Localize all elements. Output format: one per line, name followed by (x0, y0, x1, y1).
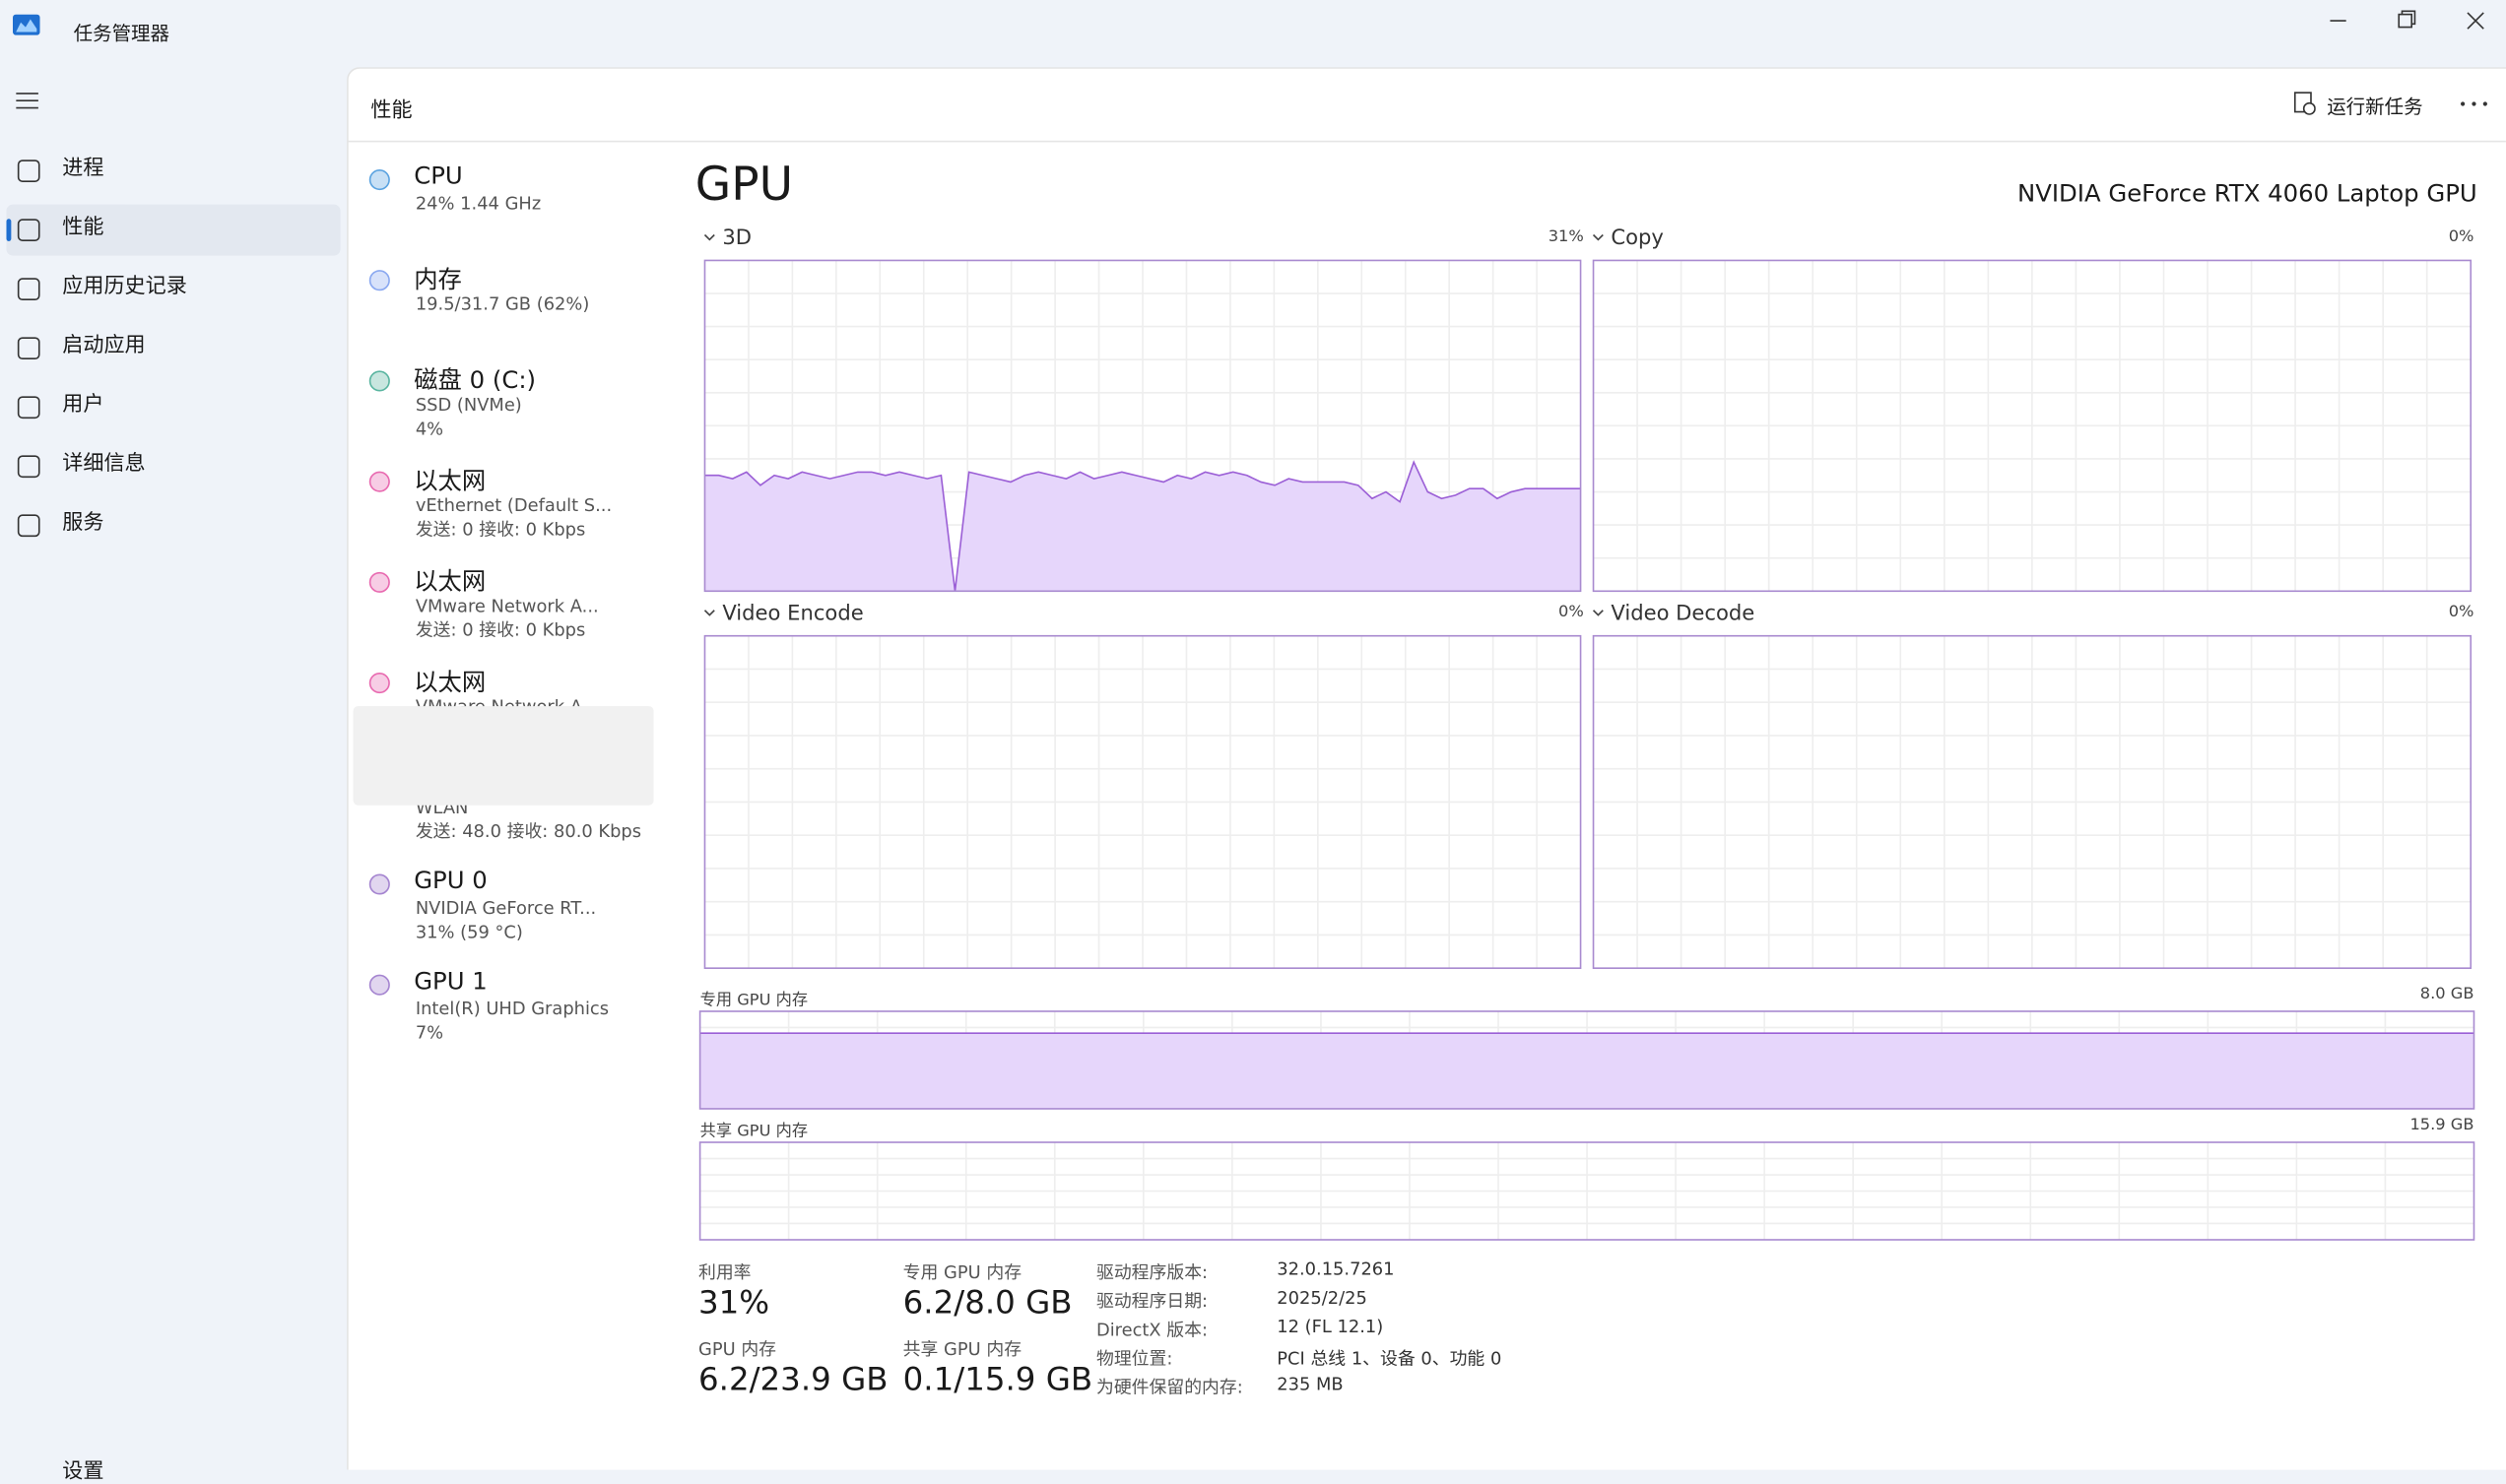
info-key: DirectX 版本: (1095, 1320, 1209, 1341)
device-name[interactable]: 以太网 (414, 566, 487, 597)
nav-item[interactable]: 进程 (62, 156, 104, 181)
device-selected-bg (353, 706, 654, 806)
info-key: 为硬件保留的内存: (1095, 1377, 1243, 1398)
device-dot (368, 873, 390, 895)
stat-value: 6.2/23.9 GB (697, 1359, 889, 1398)
device-detail: Intel(R) UHD Graphics (415, 999, 610, 1020)
graph-label: Copy (1611, 226, 1664, 251)
device-detail: vEthernet (Default S... (415, 494, 613, 517)
nav-icon (17, 396, 40, 419)
device-detail: 19.5/31.7 GB (62%) (415, 293, 590, 315)
stat-value: 31% (697, 1282, 770, 1322)
device-dot (368, 370, 390, 392)
device-name[interactable]: 以太网 (414, 668, 487, 697)
device-dot (368, 471, 390, 492)
nav-settings[interactable]: 设置 (62, 1459, 104, 1484)
info-value: 32.0.15.7261 (1277, 1258, 1395, 1280)
page-title: 性能 (370, 98, 413, 123)
device-detail: 发送: 0 接收: 0 Kbps (415, 519, 586, 541)
device-detail: 7% (415, 1022, 444, 1044)
device-name[interactable]: CPU (414, 161, 463, 191)
info-value: 235 MB (1277, 1374, 1344, 1395)
run-task-button[interactable]: 运行新任务 (2327, 96, 2423, 119)
nav-icon (17, 455, 40, 479)
device-dot (368, 168, 390, 191)
device-dot (368, 571, 390, 593)
info-key: 物理位置: (1095, 1348, 1173, 1370)
device-name[interactable]: 以太网 (414, 466, 487, 495)
device-dot (368, 673, 390, 694)
nav-item[interactable]: 服务 (62, 511, 104, 536)
memory-graph-label: 共享 GPU 内存 (699, 1123, 809, 1141)
stat-value: 0.1/15.9 GB (902, 1359, 1093, 1398)
device-name[interactable]: 磁盘 0 (C:) (414, 365, 537, 395)
memory-graph-max: 8.0 GB (2419, 986, 2474, 1003)
nav-item[interactable]: 用户 (62, 393, 104, 418)
nav-icon (17, 278, 40, 301)
device-detail: 31% (59 °C) (415, 922, 523, 943)
device-detail: 发送: 48.0 接收: 80.0 Kbps (415, 820, 642, 843)
nav-icon (17, 219, 40, 241)
more-button[interactable] (2460, 100, 2488, 106)
run-task-icon[interactable] (2293, 91, 2316, 115)
info-key: 驱动程序日期: (1095, 1290, 1209, 1312)
nav-icon (17, 160, 40, 182)
detail-title: GPU (694, 156, 794, 212)
nav-indicator (6, 219, 12, 241)
device-detail: 4% (415, 419, 444, 440)
device-detail: 发送: 0 接收: 0 Kbps (415, 619, 586, 641)
window-title: 任务管理器 (73, 22, 169, 45)
nav-item[interactable]: 详细信息 (62, 452, 146, 477)
device-detail: 24% 1.44 GHz (415, 193, 542, 215)
graph-value: 31% (1548, 228, 1584, 246)
info-key: 驱动程序版本: (1095, 1261, 1209, 1283)
stat-label: 专用 GPU 内存 (902, 1261, 1022, 1283)
nav-selected-bg (6, 204, 341, 256)
graph-value: 0% (1558, 604, 1584, 622)
menu-button[interactable] (16, 91, 38, 109)
graph-label: Video Decode (1611, 602, 1755, 626)
gpu-model: NVIDIA GeForce RTX 4060 Laptop GPU (2017, 178, 2477, 208)
device-name[interactable]: GPU 0 (414, 866, 488, 895)
device-name[interactable]: GPU 1 (414, 966, 488, 996)
graph-label: 3D (722, 226, 752, 251)
info-value: 12 (FL 12.1) (1277, 1316, 1384, 1337)
device-detail: NVIDIA GeForce RT... (415, 897, 597, 919)
stat-label: GPU 内存 (697, 1338, 777, 1360)
memory-graph-max: 15.9 GB (2409, 1117, 2474, 1134)
main-panel (347, 67, 2506, 1470)
graph-value: 0% (2448, 604, 2474, 622)
graph-label: Video Encode (722, 602, 864, 626)
graph-value: 0% (2448, 228, 2474, 246)
stat-label: 利用率 (697, 1261, 752, 1283)
nav-item[interactable]: 启动应用 (62, 334, 146, 358)
header-separator (347, 140, 2506, 143)
nav-icon (17, 514, 40, 538)
device-detail: VMware Network A... (415, 596, 599, 617)
info-value: PCI 总线 1、设备 0、功能 0 (1277, 1348, 1502, 1370)
device-detail: SSD (NVMe) (415, 394, 522, 416)
stat-value: 6.2/8.0 GB (902, 1282, 1073, 1322)
nav-item[interactable]: 应用历史记录 (62, 275, 187, 299)
window-controls[interactable] (2317, 6, 2496, 37)
device-dot (368, 974, 390, 996)
device-name[interactable]: 内存 (414, 265, 462, 294)
stat-label: 共享 GPU 内存 (902, 1338, 1022, 1360)
nav-item[interactable]: 性能 (62, 216, 104, 240)
nav-icon (17, 337, 40, 360)
memory-graph-label: 专用 GPU 内存 (699, 992, 809, 1010)
device-dot (368, 270, 390, 291)
info-value: 2025/2/25 (1277, 1287, 1367, 1309)
app-icon (12, 14, 40, 35)
